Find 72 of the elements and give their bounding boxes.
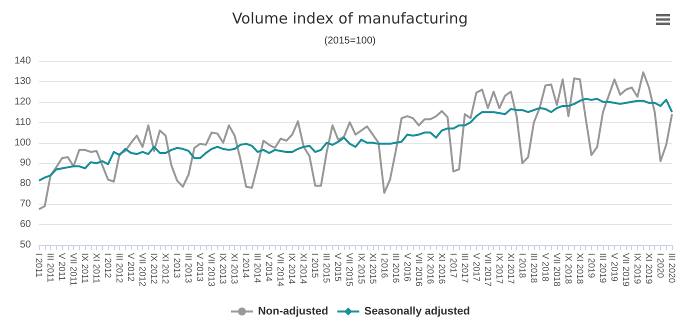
x-tick-label: V 2015 — [333, 253, 344, 282]
x-tick-label: III 2020 — [667, 253, 677, 284]
x-tick-label: IX 2016 — [425, 253, 436, 284]
y-tick-label: 90 — [20, 158, 32, 169]
x-tick-label: III 2019 — [598, 253, 608, 284]
x-tick-label: V 2011 — [57, 253, 68, 281]
line-series — [38, 98, 673, 182]
y-tick-label: 110 — [15, 116, 32, 128]
x-tick-label: XI 2018 — [574, 253, 585, 284]
x-tick-label: VII 2019 — [620, 253, 631, 287]
x-tick-label: IX 2015 — [356, 253, 366, 284]
x-tick-label: XI 2017 — [506, 253, 516, 284]
x-tick-label: V 2014 — [264, 253, 274, 282]
x-tick-label: VII 2015 — [344, 253, 355, 287]
x-tick-label: I 2016 — [379, 253, 390, 278]
y-tick-label: 50 — [20, 240, 32, 250]
x-tick-label: XI 2014 — [298, 253, 309, 284]
x-tick-label: I 2019 — [586, 253, 596, 278]
x-tick-label: I 2012 — [103, 253, 114, 278]
x-tick-label: VII 2018 — [552, 253, 562, 287]
x-tick-label: VII 2013 — [206, 253, 217, 287]
x-tick-label: IX 2018 — [563, 253, 574, 284]
x-tick-label: I 2011 — [34, 253, 44, 278]
x-tick-label: I 2018 — [517, 253, 528, 278]
chart-subtitle: (2015=100) — [324, 36, 376, 46]
x-tick-label: III 2018 — [528, 253, 539, 284]
x-tick-label: XI 2012 — [160, 253, 171, 284]
x-tick-label: III 2013 — [184, 253, 194, 284]
x-tick-label: V 2013 — [195, 253, 206, 282]
x-tick-label: I 2014 — [241, 253, 252, 278]
x-tick-label: I 2020 — [655, 253, 666, 278]
legend-label: Non-adjusted — [258, 306, 328, 318]
x-tick-label: III 2014 — [252, 253, 263, 284]
x-tick-label: IX 2012 — [149, 253, 160, 284]
x-tick-label: VII 2017 — [482, 253, 493, 287]
x-tick-label: V 2018 — [540, 253, 550, 282]
x-tick-label: IX 2019 — [632, 253, 642, 284]
x-tick-label: VII 2012 — [138, 253, 148, 287]
y-tick-label: 60 — [20, 219, 32, 230]
line-series — [38, 71, 673, 210]
x-tick-label: III 2016 — [390, 253, 401, 284]
x-tick-label: III 2012 — [114, 253, 125, 284]
chart-title: Volume index of manufacturing — [232, 10, 468, 28]
legend-label: Seasonally adjusted — [364, 306, 470, 318]
x-tick-label: V 2016 — [402, 253, 412, 282]
x-tick-label: III 2015 — [322, 253, 332, 284]
y-tick-label: 70 — [20, 198, 32, 210]
x-tick-label: V 2012 — [126, 253, 136, 282]
x-tick-label: V 2017 — [471, 253, 482, 282]
x-tick-label: V 2019 — [609, 253, 620, 282]
x-tick-label: XI 2016 — [436, 253, 447, 284]
y-tick-label: 130 — [14, 76, 32, 87]
x-tick-label: IX 2017 — [494, 253, 504, 284]
x-tick-label: VII 2014 — [276, 253, 286, 287]
y-tick-label: 140 — [14, 56, 32, 66]
x-tick-label: XI 2011 — [92, 253, 102, 284]
x-tick-label: IX 2013 — [218, 253, 228, 284]
x-tick-label: III 2017 — [460, 253, 470, 284]
x-tick-label: I 2017 — [448, 253, 458, 278]
x-tick-label: IX 2014 — [287, 253, 298, 284]
y-tick-label: 100 — [14, 137, 32, 148]
x-tick-label: III 2011 — [46, 253, 56, 282]
x-tick-label: XI 2013 — [230, 253, 240, 284]
x-tick-label: VII 2016 — [414, 253, 424, 287]
y-tick-label: 80 — [20, 178, 32, 190]
x-tick-label: I 2013 — [172, 253, 182, 278]
x-tick-label: VII 2011 — [68, 253, 79, 286]
x-tick-label: XI 2019 — [644, 253, 654, 284]
x-tick-label: IX 2011 — [80, 253, 90, 284]
x-tick-label: I 2015 — [310, 253, 320, 278]
x-tick-label: XI 2015 — [368, 253, 378, 284]
y-tick-label: 120 — [14, 96, 32, 108]
